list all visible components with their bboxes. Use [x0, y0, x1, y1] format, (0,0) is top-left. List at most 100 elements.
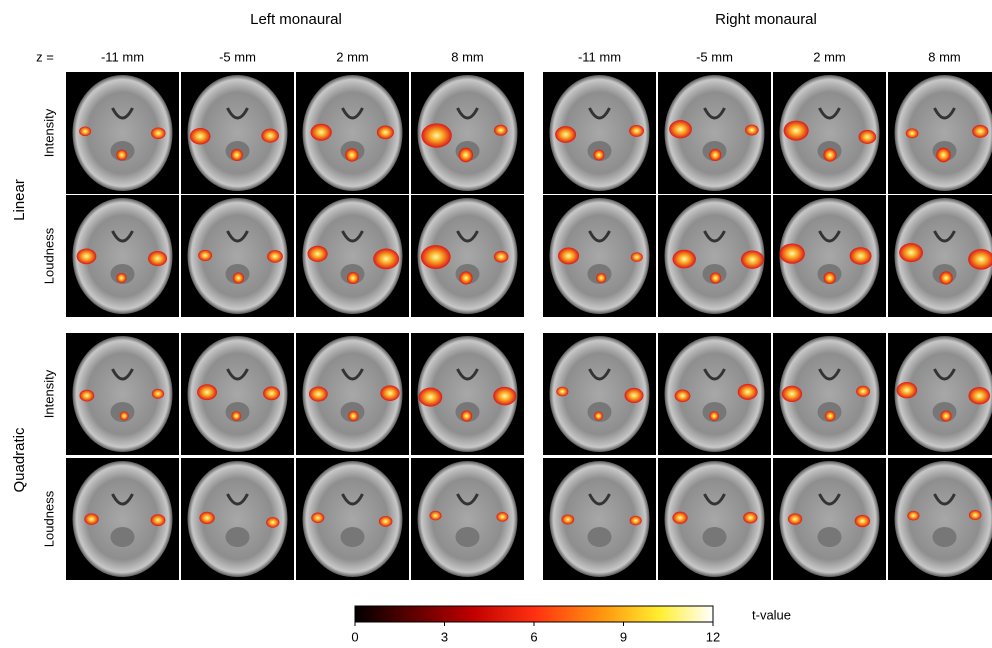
- slice-label: -5 mm: [219, 49, 256, 64]
- activation: [263, 387, 280, 401]
- midbrain: [588, 527, 612, 547]
- activation: [345, 148, 358, 161]
- activation: [261, 129, 279, 143]
- activation: [231, 411, 241, 421]
- activation: [459, 148, 473, 162]
- midbrain: [111, 527, 135, 547]
- activation: [419, 388, 443, 407]
- colorbar-tick-label: 9: [620, 629, 627, 644]
- activation: [116, 273, 126, 283]
- activation: [494, 125, 508, 136]
- activation: [596, 273, 606, 283]
- activation: [377, 126, 394, 140]
- colorbar-tick-label: 6: [530, 629, 537, 644]
- activation: [199, 512, 214, 524]
- activation: [421, 123, 451, 147]
- activation: [741, 250, 764, 268]
- activation: [972, 125, 988, 138]
- activation: [373, 249, 399, 270]
- activation: [555, 126, 576, 143]
- activation: [899, 243, 923, 262]
- activation: [941, 410, 952, 421]
- activation: [906, 128, 919, 138]
- activation: [738, 384, 758, 400]
- activation: [152, 389, 164, 399]
- slice-label: 8 mm: [451, 49, 484, 64]
- activation: [266, 517, 279, 528]
- activation: [825, 411, 835, 421]
- panel-title: Right monaural: [715, 11, 817, 28]
- activation: [594, 150, 605, 161]
- slice-label: 8 mm: [928, 49, 961, 64]
- activation: [233, 272, 244, 283]
- group-label: Linear: [11, 179, 28, 221]
- row-label: Intensity: [41, 369, 56, 418]
- activation: [936, 148, 950, 162]
- activation: [459, 271, 472, 284]
- activation: [429, 511, 441, 521]
- activation: [709, 149, 721, 161]
- colorbar-tick-label: 0: [351, 629, 358, 644]
- activation: [850, 247, 872, 264]
- activation: [940, 271, 953, 284]
- activation: [348, 411, 358, 421]
- activation: [461, 410, 472, 421]
- activation: [558, 247, 579, 264]
- activation: [629, 125, 644, 137]
- midbrain: [818, 527, 842, 547]
- activation: [190, 128, 211, 145]
- activation: [856, 386, 870, 397]
- slice-label: 2 mm: [813, 49, 846, 64]
- slice-label: -11 mm: [578, 49, 621, 64]
- activation: [151, 127, 166, 139]
- activation: [79, 390, 94, 402]
- activation: [784, 121, 809, 141]
- activation: [493, 387, 516, 406]
- activation: [380, 385, 399, 401]
- activation: [669, 120, 692, 138]
- slice-label: -5 mm: [696, 49, 733, 64]
- activation: [84, 513, 98, 525]
- activation: [710, 272, 721, 283]
- colorbar-tick-label: 12: [706, 629, 720, 644]
- activation: [631, 252, 643, 262]
- activation: [709, 411, 719, 421]
- activation: [782, 386, 802, 402]
- activation: [630, 516, 642, 526]
- activation: [673, 250, 696, 269]
- activation: [379, 516, 392, 527]
- activation: [779, 243, 804, 263]
- activation: [116, 150, 127, 161]
- activation: [148, 251, 167, 266]
- activation: [625, 388, 644, 403]
- activation: [151, 514, 166, 526]
- activation: [496, 512, 508, 522]
- activation: [309, 386, 328, 401]
- row-label: Intensity: [41, 108, 56, 157]
- activation: [969, 510, 982, 520]
- activation: [556, 387, 568, 397]
- activation: [907, 511, 919, 521]
- slice-label: 2 mm: [336, 49, 369, 64]
- z-label: z =: [36, 49, 54, 64]
- midbrain: [933, 527, 957, 547]
- row-label: Loudness: [41, 227, 56, 284]
- activation: [311, 513, 324, 524]
- activation: [561, 514, 574, 524]
- activation: [745, 125, 759, 136]
- activation: [308, 246, 328, 262]
- slices: [66, 72, 992, 580]
- activation: [120, 412, 129, 421]
- activation: [594, 412, 603, 421]
- activation: [788, 513, 802, 524]
- figure: Left monaural Right monaural z = Linear …: [0, 0, 992, 648]
- activation: [859, 130, 877, 144]
- colorbar-tick-label: 3: [441, 629, 448, 644]
- activation: [494, 251, 509, 263]
- activation: [198, 250, 212, 261]
- activation: [231, 149, 243, 161]
- activation: [672, 512, 687, 524]
- group-label: Quadratic: [11, 427, 28, 493]
- activation: [77, 248, 97, 264]
- activation: [347, 272, 359, 284]
